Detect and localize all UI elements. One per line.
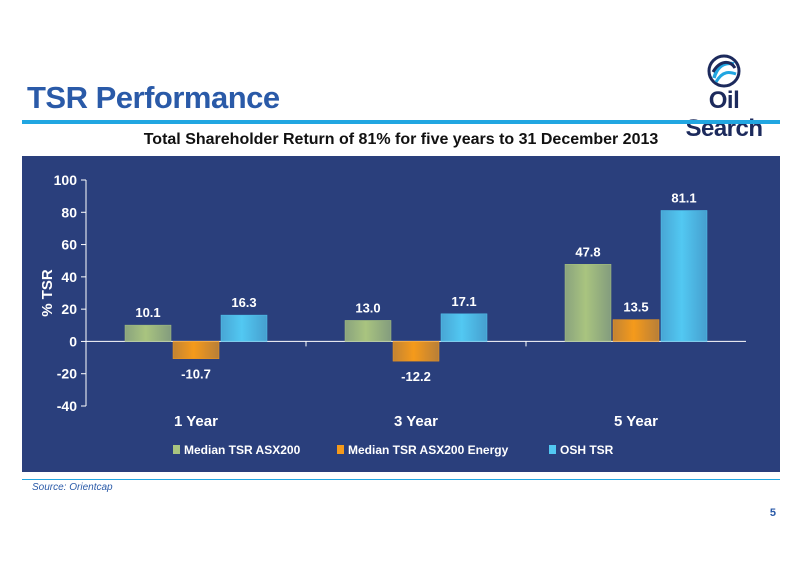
x-category-label: 1 Year (174, 413, 218, 430)
data-label: 10.1 (135, 305, 160, 320)
legend-label: Median TSR ASX200 (184, 443, 301, 457)
data-label: 47.8 (575, 244, 600, 259)
y-tick-label: -40 (57, 398, 77, 414)
chart-subtitle: Total Shareholder Return of 81% for five… (143, 131, 659, 148)
footer-rule (22, 479, 780, 480)
data-label: 13.0 (355, 300, 380, 315)
x-category-label: 5 Year (614, 413, 658, 430)
x-category-label: 3 Year (394, 413, 438, 430)
data-label: 13.5 (623, 300, 648, 315)
source-note: Source: Orientcap (32, 482, 113, 493)
y-tick-label: 0 (69, 333, 77, 349)
bar-median-tsr-asx200-energy-1-year (172, 341, 220, 359)
y-axis-title: % TSR (39, 269, 56, 317)
slide-title: TSR Performance (27, 80, 280, 115)
logo-text: Oil Search (685, 87, 763, 142)
bar-median-tsr-asx200-energy-5-year (612, 319, 660, 342)
y-tick-label: 20 (61, 301, 77, 317)
logo-emblem-icon (707, 54, 741, 88)
tsr-bar-chart: 100 80 60 40 20 0 -20 -40 % TSR 10.1 -10.7 16.3 1 Ye… (39, 172, 746, 457)
legend-label: OSH TSR (560, 443, 614, 457)
legend-label: Median TSR ASX200 Energy (348, 443, 509, 457)
page-number: 5 (769, 507, 776, 519)
bar-osh-tsr-3-year (440, 313, 488, 342)
bar-median-tsr-asx200-5-year (564, 264, 612, 342)
y-tick-label: -20 (57, 366, 77, 382)
legend-swatch-median-tsr-asx200 (173, 445, 180, 454)
chart-panel: 100 80 60 40 20 0 -20 -40 % TSR 10.1 -10.7 16.3 1 Ye… (22, 156, 780, 472)
bar-median-tsr-asx200-3-year (344, 320, 392, 342)
oil-search-logo: Oil Search (668, 54, 780, 142)
y-tick-label: 40 (61, 269, 77, 285)
data-label: 17.1 (451, 294, 476, 309)
legend-swatch-osh-tsr (549, 445, 556, 454)
y-tick-label: 100 (54, 172, 78, 188)
bar-median-tsr-asx200-energy-3-year (392, 341, 440, 362)
y-tick-label: 60 (61, 237, 77, 253)
y-tick-label: 80 (61, 204, 77, 220)
bar-osh-tsr-5-year (660, 210, 708, 342)
header-rule (22, 120, 780, 124)
bar-median-tsr-asx200-1-year (124, 324, 172, 342)
data-label: 81.1 (671, 191, 696, 206)
data-label: -12.2 (401, 369, 431, 384)
bar-osh-tsr-1-year (220, 314, 268, 342)
data-label: -10.7 (181, 367, 211, 382)
legend-swatch-median-tsr-asx200-energy (337, 445, 344, 454)
data-label: 16.3 (231, 295, 256, 310)
